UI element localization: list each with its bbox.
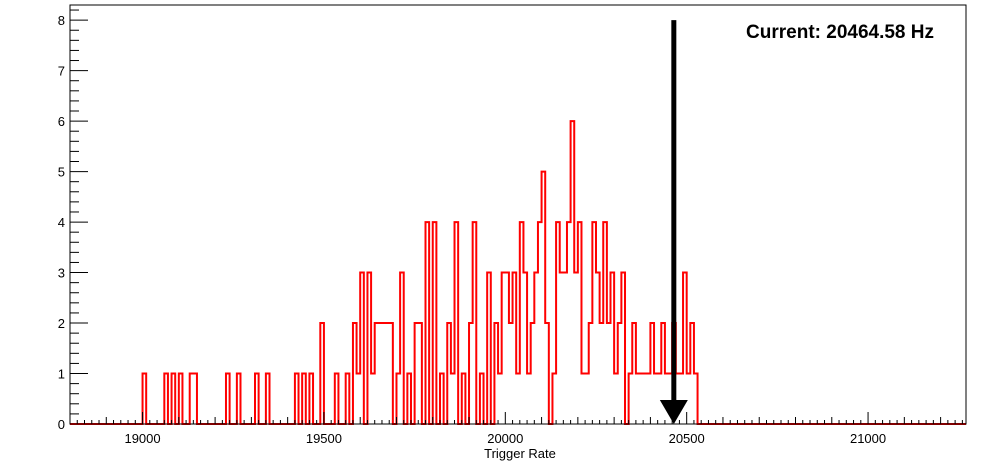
y-axis: 0 1 2 3 4 5 6 7 8 <box>58 9 88 432</box>
y-tick-label: 4 <box>58 215 65 230</box>
arrow-head <box>659 400 688 424</box>
x-tick-label: 19500 <box>306 431 342 446</box>
x-tick-label: 19000 <box>124 431 160 446</box>
y-tick-label: 3 <box>58 266 65 281</box>
y-tick-label: 7 <box>58 64 65 79</box>
y-tick-label: 6 <box>58 114 65 129</box>
x-axis-title: Trigger Rate <box>484 446 556 461</box>
y-tick-label: 5 <box>58 165 65 180</box>
x-tick-label: 20500 <box>669 431 705 446</box>
current-value-marker <box>659 20 688 424</box>
x-axis: 19000 19500 20000 20500 21000 <box>69 412 963 446</box>
plot-frame <box>69 4 967 425</box>
x-tick-label: 20000 <box>487 431 523 446</box>
current-value-label: Current: 20464.58 Hz <box>746 22 934 43</box>
y-tick-label: 0 <box>58 417 65 432</box>
y-tick-label: 2 <box>58 316 65 331</box>
y-tick-label: 1 <box>58 367 65 382</box>
y-tick-label: 8 <box>58 13 65 28</box>
x-tick-label: 21000 <box>850 431 886 446</box>
